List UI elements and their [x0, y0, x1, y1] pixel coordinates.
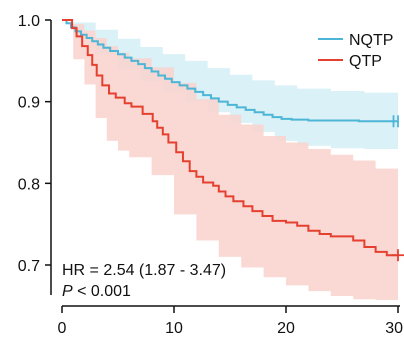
- y-tick-label: 0.8: [18, 176, 40, 193]
- censor-marks: [392, 115, 404, 262]
- ci-band-nqtp: [62, 20, 398, 150]
- survival-line-qtp: [62, 19, 398, 257]
- p-value-text: P < 0.001: [62, 283, 131, 300]
- x-tick-label: 30: [385, 320, 403, 337]
- legend-label-nqtp: NQTP: [349, 32, 393, 49]
- hazard-ratio-text: HR = 2.54 (1.87 - 3.47): [62, 262, 226, 279]
- y-ticks: 0.7 0.8 0.9 1.0: [18, 13, 51, 275]
- survival-curves: [62, 19, 398, 257]
- y-tick-label: 0.9: [18, 95, 40, 112]
- x-tick-label: 0: [58, 320, 67, 337]
- p-value: < 0.001: [73, 283, 131, 300]
- y-tick-label: 1.0: [18, 13, 40, 30]
- legend: NQTP QTP: [318, 32, 393, 70]
- p-symbol: P: [62, 283, 73, 300]
- x-tick-label: 20: [277, 320, 295, 337]
- x-tick-label: 10: [165, 320, 183, 337]
- survival-line-nqtp: [62, 19, 398, 123]
- x-ticks: 0 10 20 30: [58, 306, 403, 337]
- y-tick-label: 0.7: [18, 258, 40, 275]
- legend-label-qtp: QTP: [349, 53, 382, 70]
